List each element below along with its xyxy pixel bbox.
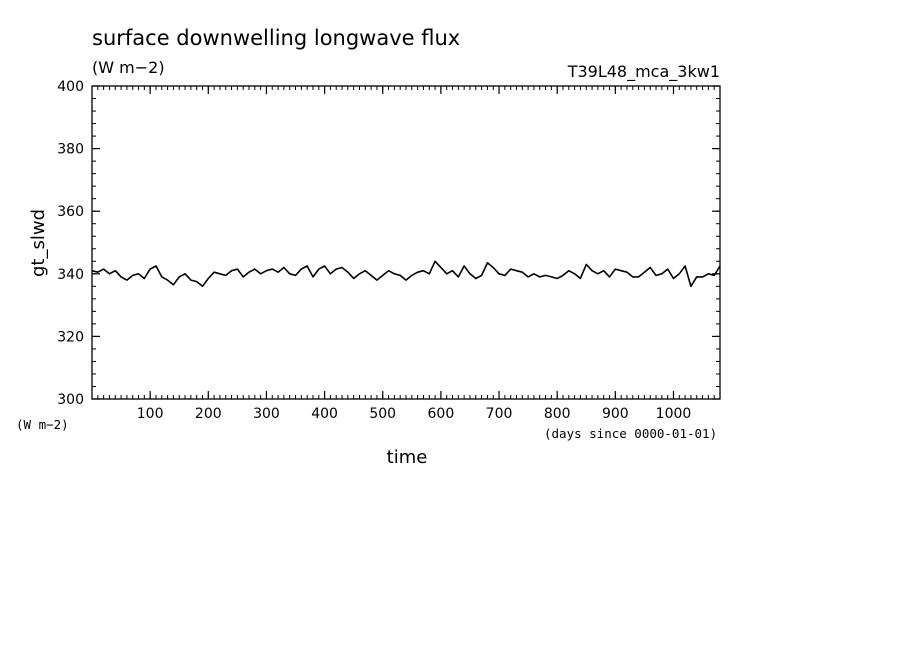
y-tick-label: 340	[57, 267, 84, 283]
chart-subtitle: (W m−2)	[92, 58, 165, 77]
x-axis-label: time	[387, 447, 428, 468]
x-tick-label: 200	[195, 406, 222, 422]
y-axis-label: gt_slwd	[28, 209, 49, 277]
y-tick-label: 400	[57, 79, 84, 95]
y-tick-label: 380	[57, 142, 84, 158]
x-tick-label: 600	[428, 406, 455, 422]
x-tick-label: 1000	[656, 406, 692, 422]
chart-title: surface downwelling longwave flux	[92, 26, 460, 50]
x-tick-label: 400	[311, 406, 338, 422]
y-tick-label: 320	[57, 329, 84, 345]
y-tick-label: 300	[57, 392, 84, 408]
y-ticks: 300 320 340 360 380 400	[57, 79, 720, 408]
x-tick-label: 700	[486, 406, 513, 422]
x-tick-label: 500	[369, 406, 396, 422]
x-ticks: 100 200 300 400 500 600 700 800 900 1000	[97, 86, 715, 422]
x-tick-label: 300	[253, 406, 280, 422]
series-line	[91, 260, 721, 288]
x-axis-units: (days since 0000-01-01)	[544, 426, 717, 441]
y-tick-label: 360	[57, 204, 84, 220]
plot-frame	[91, 85, 721, 400]
x-tick-label: 900	[602, 406, 629, 422]
run-label: T39L48_mca_3kw1	[567, 62, 720, 82]
y-axis-units: (W m−2)	[16, 417, 69, 432]
series-group	[91, 260, 721, 288]
x-tick-label: 100	[137, 406, 164, 422]
x-tick-label: 800	[544, 406, 571, 422]
